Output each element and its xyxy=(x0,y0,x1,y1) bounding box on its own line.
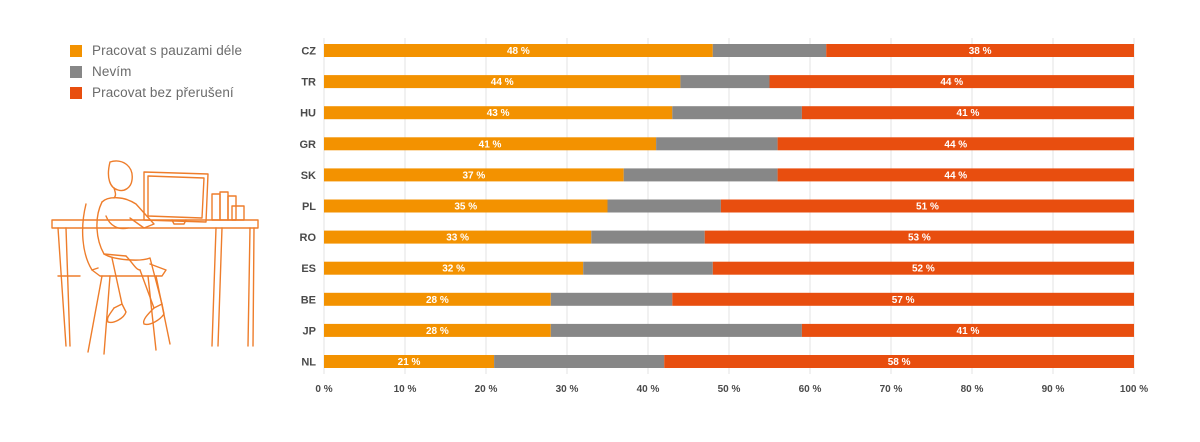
category-label: RO xyxy=(300,232,317,244)
category-label: GR xyxy=(300,139,317,151)
legend-swatch xyxy=(70,86,82,99)
bar-segment xyxy=(324,168,624,182)
data-label: 41 % xyxy=(479,139,502,150)
bar-segment xyxy=(324,230,592,244)
tick-label: 50 % xyxy=(718,384,741,395)
bar-segment xyxy=(324,261,584,275)
data-label: 44 % xyxy=(944,139,967,150)
legend-label: Pracovat bez přerušení xyxy=(92,85,234,100)
category-label: NL xyxy=(301,357,316,369)
tick-label: 60 % xyxy=(799,384,822,395)
data-label: 44 % xyxy=(491,77,514,88)
bar-segment xyxy=(324,44,713,57)
tick-label: 10 % xyxy=(394,384,417,395)
bar-segment xyxy=(607,199,721,213)
tick-label: 90 % xyxy=(1042,384,1065,395)
bar-segment xyxy=(672,292,1134,306)
legend-item-breaks: Pracovat s pauzami déle xyxy=(70,40,242,61)
legend-item-dont-know: Nevím xyxy=(70,61,242,82)
bar-segment xyxy=(550,292,673,306)
data-label: 58 % xyxy=(888,357,911,368)
data-label: 51 % xyxy=(916,202,939,213)
bar-segment xyxy=(801,323,1134,337)
category-label: TR xyxy=(301,77,316,89)
data-label: 43 % xyxy=(487,108,510,119)
legend-label: Pracovat s pauzami déle xyxy=(92,43,243,58)
bar-segment xyxy=(324,292,551,306)
data-label: 37 % xyxy=(462,170,485,181)
category-label: SK xyxy=(301,170,316,182)
bar-segment xyxy=(324,106,673,120)
bar-segment xyxy=(672,106,802,120)
bar-segment xyxy=(656,137,778,151)
data-label: 32 % xyxy=(442,264,465,275)
category-label: BE xyxy=(301,294,316,306)
data-label: 48 % xyxy=(507,46,530,57)
bar-segment xyxy=(769,75,1134,89)
bar-segment xyxy=(704,230,1134,244)
bar-segment xyxy=(801,106,1134,120)
bar-segment xyxy=(324,323,551,337)
bar-segment xyxy=(680,75,770,89)
bar-segment xyxy=(720,199,1134,213)
bar-segment xyxy=(777,168,1134,182)
legend-item-no-breaks: Pracovat bez přerušení xyxy=(70,82,242,103)
bar-segment xyxy=(324,355,495,368)
bar-segment xyxy=(712,44,827,57)
bar-segment xyxy=(664,355,1134,368)
data-label: 52 % xyxy=(912,264,935,275)
person-icon xyxy=(96,160,165,326)
bar-segment xyxy=(550,323,802,337)
bar-segment xyxy=(324,199,608,213)
tick-label: 80 % xyxy=(961,384,984,395)
bar-segment xyxy=(826,44,1134,57)
data-label: 38 % xyxy=(969,46,992,57)
bar-segment xyxy=(712,261,1134,275)
desk-icon xyxy=(51,219,259,347)
data-label: 44 % xyxy=(940,77,963,88)
tick-label: 0 % xyxy=(315,384,332,395)
bar-segment xyxy=(777,137,1134,151)
category-label: PL xyxy=(302,201,316,213)
data-label: 57 % xyxy=(892,295,915,306)
data-label: 44 % xyxy=(944,170,967,181)
data-label: 41 % xyxy=(957,108,980,119)
tick-label: 70 % xyxy=(880,384,903,395)
data-label: 35 % xyxy=(454,202,477,213)
bar-segment xyxy=(324,137,657,151)
chair-icon xyxy=(81,203,171,355)
bar-segment xyxy=(623,168,778,182)
legend-swatch xyxy=(70,65,82,78)
data-label: 53 % xyxy=(908,233,931,244)
tick-label: 20 % xyxy=(475,384,498,395)
data-label: 28 % xyxy=(426,295,449,306)
category-label: CZ xyxy=(301,46,316,58)
file-organizer-icon xyxy=(211,191,245,221)
bar-segment xyxy=(494,355,665,368)
data-label: 33 % xyxy=(446,233,469,244)
person-at-computer-icon xyxy=(51,160,259,355)
category-label: HU xyxy=(300,108,316,120)
bar-segment xyxy=(324,75,681,89)
category-label: JP xyxy=(303,325,316,337)
tick-label: 30 % xyxy=(556,384,579,395)
data-label: 41 % xyxy=(957,326,980,337)
tick-label: 100 % xyxy=(1120,384,1148,395)
tick-label: 40 % xyxy=(637,384,660,395)
bar-segment xyxy=(591,230,705,244)
monitor-icon xyxy=(143,171,209,225)
category-label: ES xyxy=(301,263,316,275)
legend-label: Nevím xyxy=(92,64,132,79)
bar-segment xyxy=(583,261,713,275)
data-label: 21 % xyxy=(398,357,421,368)
legend: Pracovat s pauzami déle Nevím Pracovat b… xyxy=(70,40,242,103)
data-label: 28 % xyxy=(426,326,449,337)
legend-swatch xyxy=(70,44,82,57)
